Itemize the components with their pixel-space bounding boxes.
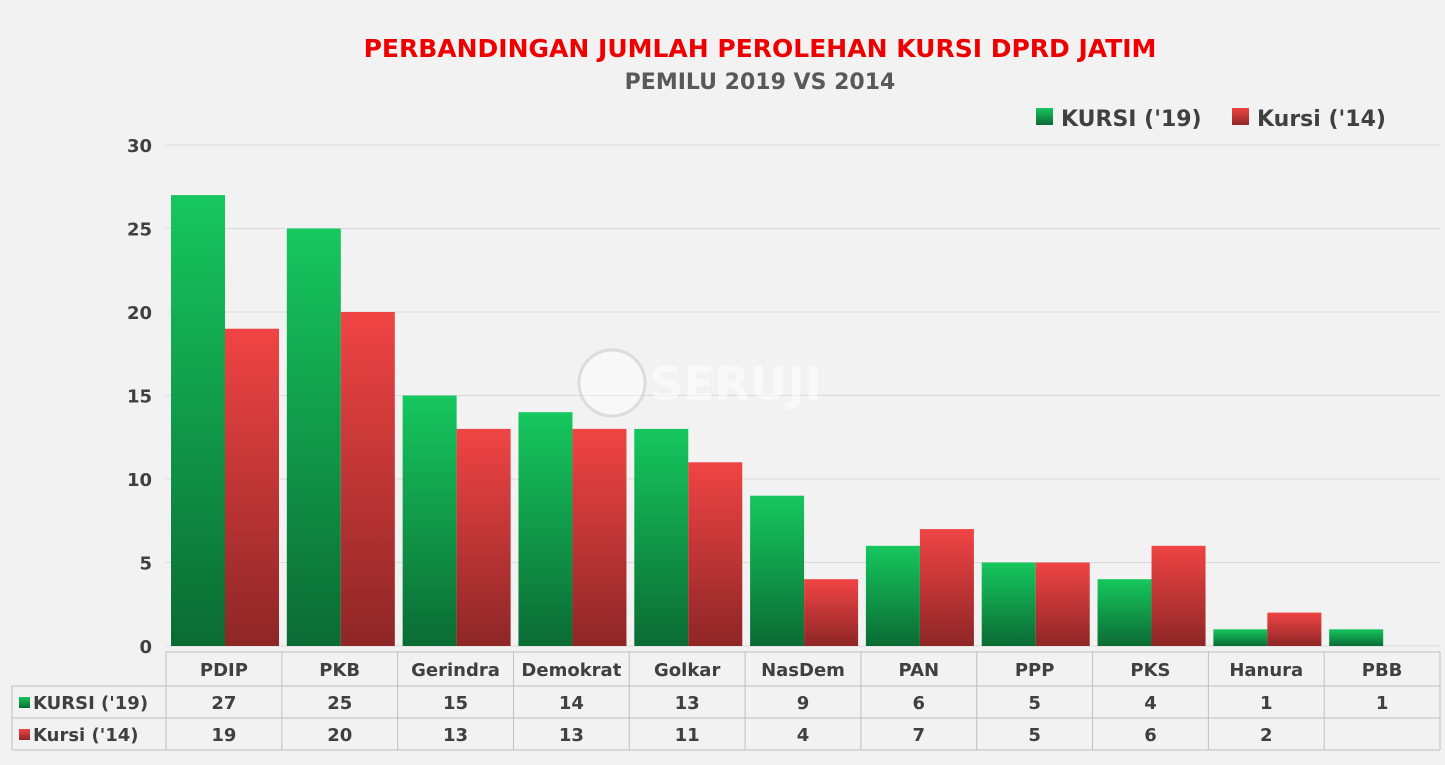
- bar-pan-series-1: [865, 545, 920, 646]
- bar-pks-series-2: [1151, 545, 1206, 646]
- y-tick-label: 0: [139, 637, 152, 658]
- table-value: 20: [327, 725, 352, 746]
- category-label: PBB: [1362, 660, 1403, 681]
- table-legend-key: [19, 697, 30, 708]
- y-tick-label: 25: [127, 220, 152, 241]
- legend-key: [1036, 108, 1053, 125]
- table-value: 6: [913, 693, 926, 714]
- bar-pbb-series-1: [1329, 629, 1384, 646]
- table-value: 5: [1028, 725, 1041, 746]
- table-value: 13: [443, 725, 468, 746]
- category-label: PKB: [319, 660, 360, 681]
- bar-nasdem-series-2: [804, 579, 859, 646]
- category-label: PPP: [1015, 660, 1055, 681]
- bar-hanura-series-1: [1213, 629, 1268, 646]
- table-legend-key: [19, 729, 30, 740]
- table-value: 27: [211, 693, 236, 714]
- legend: KURSI ('19) Kursi ('14): [1036, 107, 1386, 132]
- y-axis: 0 5 10 15 20 25 30: [127, 136, 152, 658]
- bar-ppp-series-2: [1035, 562, 1090, 646]
- y-tick-label: 30: [127, 136, 152, 157]
- category-label: NasDem: [761, 660, 845, 681]
- table-value: 25: [327, 693, 352, 714]
- bar-pks-series-1: [1097, 579, 1152, 646]
- table-value: 5: [1028, 693, 1041, 714]
- category-label: Demokrat: [521, 660, 621, 681]
- y-tick-label: 15: [127, 387, 152, 408]
- table-value: 1: [1260, 693, 1273, 714]
- table-value: 6: [1144, 725, 1157, 746]
- bar-pdip-series-1: [171, 195, 225, 646]
- table-row-label: Kursi ('14): [33, 725, 139, 746]
- chart-subtitle: PEMILU 2019 VS 2014: [625, 70, 896, 95]
- table-value: 4: [797, 725, 810, 746]
- bar-demokrat-series-1: [518, 412, 573, 646]
- bar-pan-series-2: [919, 529, 974, 646]
- bar-gerindra-series-2: [456, 428, 511, 646]
- category-label: Gerindra: [411, 660, 500, 681]
- watermark-icon: [577, 348, 647, 418]
- y-tick-label: 20: [127, 303, 152, 324]
- table-row-label: KURSI ('19): [33, 693, 148, 714]
- bar-pkb-series-1: [286, 228, 341, 646]
- table-value: 13: [675, 693, 700, 714]
- bar-ppp-series-1: [981, 562, 1036, 646]
- category-label: PAN: [899, 660, 940, 681]
- table-value: 4: [1144, 693, 1157, 714]
- legend-label: KURSI ('19): [1061, 107, 1202, 132]
- bar-gerindra-series-1: [402, 395, 457, 646]
- legend-key: [1232, 108, 1249, 125]
- watermark-text: SERUJI: [650, 357, 822, 411]
- bar-hanura-series-2: [1267, 612, 1322, 646]
- table-value: 19: [211, 725, 236, 746]
- table-value: 7: [913, 725, 926, 746]
- bar-golkar-series-1: [634, 428, 689, 646]
- table-value: 1: [1376, 693, 1389, 714]
- table-value: 2: [1260, 725, 1273, 746]
- data-table: PDIP PKB Gerindra Demokrat Golkar NasDem PAN PP…: [11, 651, 1441, 751]
- watermark-logo: SERUJI: [577, 348, 822, 418]
- table-value: 15: [443, 693, 468, 714]
- category-label: Golkar: [654, 660, 720, 681]
- category-label: PKS: [1130, 660, 1170, 681]
- table-value: 13: [559, 725, 584, 746]
- category-label: Hanura: [1229, 660, 1303, 681]
- table-value: 11: [675, 725, 700, 746]
- table-value: 9: [797, 693, 810, 714]
- bar-pkb-series-2: [340, 312, 395, 646]
- chart-title: PERBANDINGAN JUMLAH PEROLEHAN KURSI DPRD…: [364, 34, 1157, 63]
- legend-label: Kursi ('14): [1257, 107, 1386, 132]
- bar-nasdem-series-1: [750, 495, 805, 646]
- category-label: PDIP: [200, 660, 248, 681]
- bars: [171, 195, 1384, 646]
- y-tick-label: 5: [139, 554, 152, 575]
- bar-golkar-series-2: [688, 462, 743, 646]
- bar-demokrat-series-2: [572, 428, 627, 646]
- table-value: 14: [559, 693, 584, 714]
- bar-pdip-series-2: [225, 328, 279, 646]
- y-tick-label: 10: [127, 470, 152, 491]
